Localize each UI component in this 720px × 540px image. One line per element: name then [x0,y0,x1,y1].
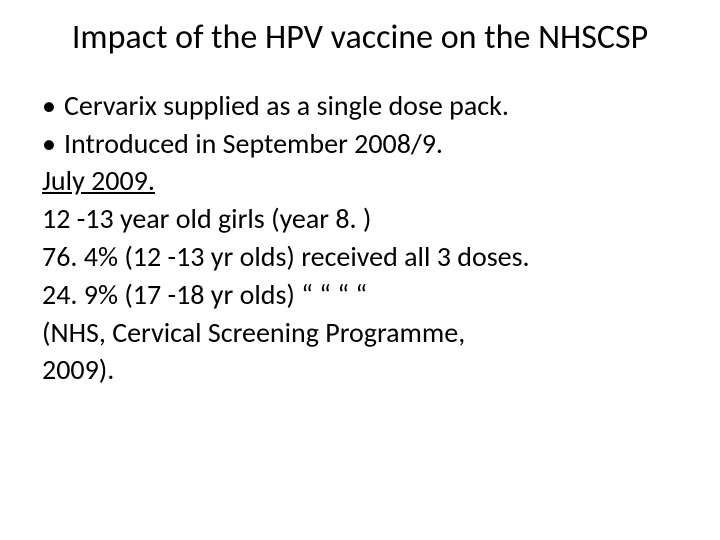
bullet-item: • Introduced in September 2008/9. [42,125,690,163]
slide-content: • Cervarix supplied as a single dose pac… [30,87,690,389]
bullet-item: • Cervarix supplied as a single dose pac… [42,87,690,125]
underlined-text: July 2009. [42,162,690,200]
bullet-icon: • [42,87,64,125]
bullet-text: Introduced in September 2008/9. [64,125,443,163]
body-line: (NHS, Cervical Screening Programme, [42,314,690,352]
body-line: 2009). [42,351,690,389]
body-line: 24. 9% (17 -18 yr olds) “ “ “ “ [42,276,690,314]
bullet-text: Cervarix supplied as a single dose pack. [64,87,509,125]
slide-title: Impact of the HPV vaccine on the NHSCSP [70,18,650,59]
body-line: 76. 4% (12 -13 yr olds) received all 3 d… [42,238,690,276]
bullet-icon: • [42,125,64,163]
body-line: 12 -13 year old girls (year 8. ) [42,200,690,238]
